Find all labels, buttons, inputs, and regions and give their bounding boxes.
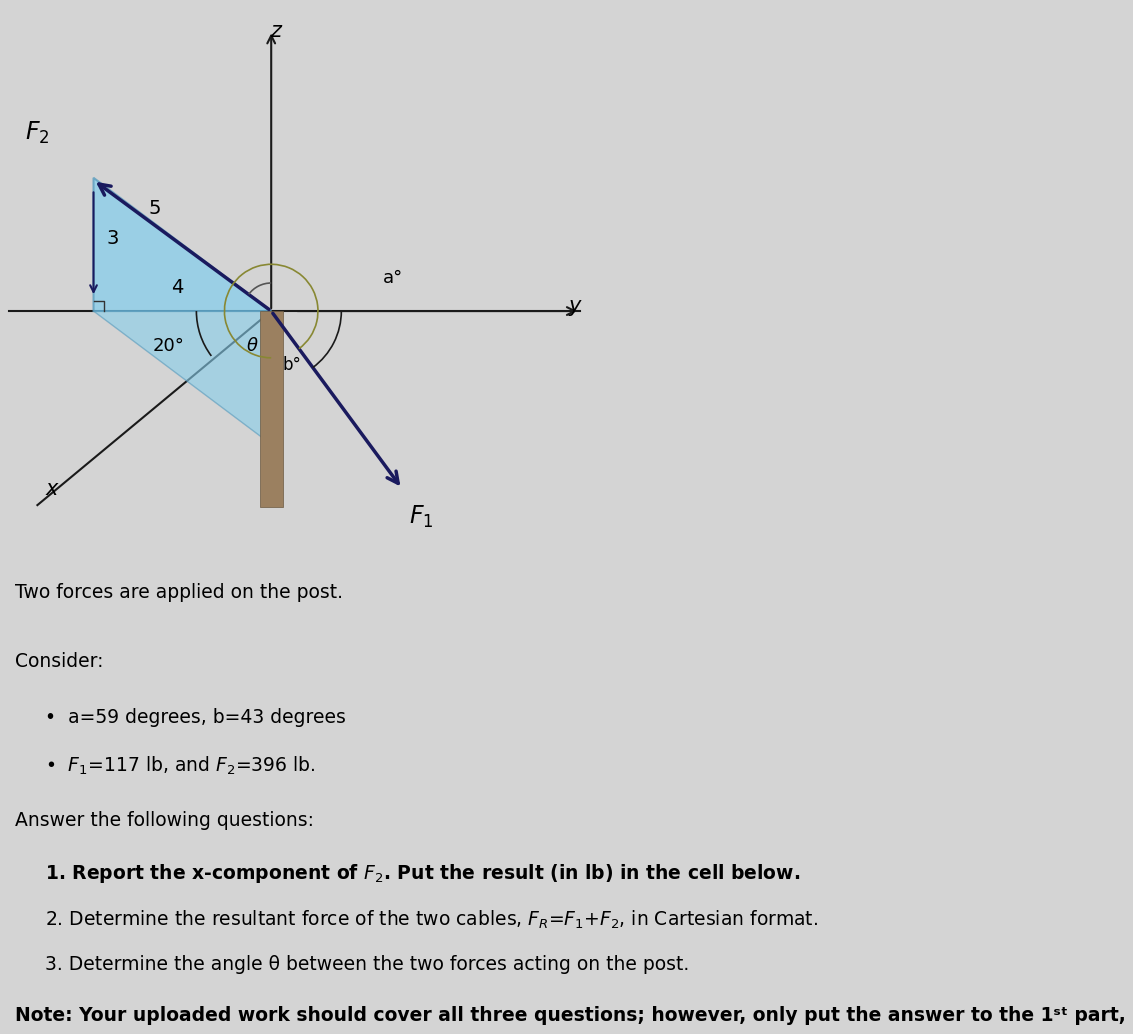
Text: $F_1$: $F_1$ xyxy=(409,504,433,529)
Polygon shape xyxy=(94,311,271,445)
Text: 1. Report the x-component of $F_2$. Put the result (in lb) in the cell below.: 1. Report the x-component of $F_2$. Put … xyxy=(45,862,801,885)
Text: x: x xyxy=(45,479,58,498)
Polygon shape xyxy=(94,178,271,311)
Text: 2. Determine the resultant force of the two cables, $F_R$=$F_1$+$F_2$, in Cartes: 2. Determine the resultant force of the … xyxy=(45,908,818,931)
Text: 20°: 20° xyxy=(153,337,185,355)
Text: z: z xyxy=(271,21,281,40)
Text: $F_2$: $F_2$ xyxy=(25,120,50,147)
Text: a°: a° xyxy=(383,269,403,287)
Text: y: y xyxy=(569,297,581,316)
Text: 3: 3 xyxy=(107,230,119,248)
Text: b°: b° xyxy=(283,356,301,374)
Text: •  $F_1$=117 lb, and $F_2$=396 lb.: • $F_1$=117 lb, and $F_2$=396 lb. xyxy=(45,755,316,778)
Text: 5: 5 xyxy=(148,199,161,218)
Text: $\theta$: $\theta$ xyxy=(246,337,258,355)
Text: Consider:: Consider: xyxy=(15,652,103,671)
Text: •  a=59 degrees, b=43 degrees: • a=59 degrees, b=43 degrees xyxy=(45,708,347,727)
Text: Note: Your uploaded work should cover all three questions; however, only put the: Note: Your uploaded work should cover al… xyxy=(15,1006,1133,1025)
Text: Answer the following questions:: Answer the following questions: xyxy=(15,811,314,829)
Text: 4: 4 xyxy=(171,278,184,297)
Text: Two forces are applied on the post.: Two forces are applied on the post. xyxy=(15,583,342,602)
Text: 3. Determine the angle θ between the two forces acting on the post.: 3. Determine the angle θ between the two… xyxy=(45,955,690,974)
Bar xyxy=(259,311,283,508)
